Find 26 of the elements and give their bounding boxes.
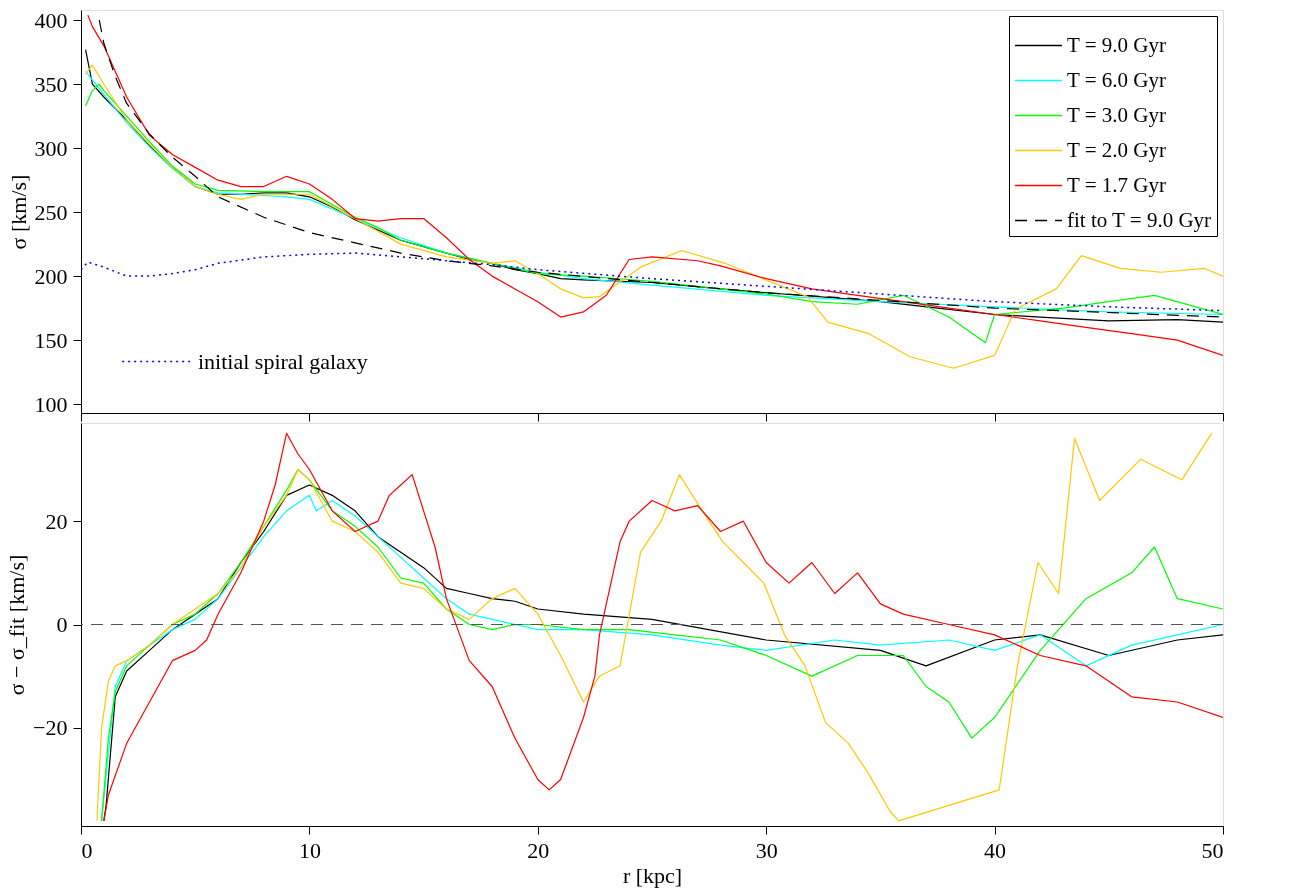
legend-label: T = 2.0 Gyr bbox=[1067, 137, 1166, 162]
y-tick-label: 400 bbox=[34, 7, 68, 33]
x-tick-label: 40 bbox=[984, 837, 1007, 863]
legend-label: T = 1.7 Gyr bbox=[1067, 172, 1166, 197]
y-axis-title: σ − σ_fit [km/s] bbox=[4, 554, 30, 696]
legend-label: initial spiral galaxy bbox=[198, 348, 368, 374]
y-tick-label: 0 bbox=[56, 612, 68, 637]
y-tick-label: 200 bbox=[34, 263, 68, 289]
legend-label: fit to T = 9.0 Gyr bbox=[1067, 207, 1212, 232]
x-tick-label: 30 bbox=[755, 837, 778, 863]
legend-label: T = 3.0 Gyr bbox=[1067, 102, 1166, 127]
y-tick-label: 150 bbox=[34, 327, 68, 353]
legend-label: T = 9.0 Gyr bbox=[1067, 32, 1166, 57]
y-tick-label: 100 bbox=[34, 391, 68, 417]
x-tick-label: 50 bbox=[1201, 837, 1224, 863]
x-tick-label: 0 bbox=[81, 837, 93, 863]
y-tick-label: −20 bbox=[33, 715, 68, 741]
y-tick-label: 350 bbox=[34, 71, 68, 97]
y-tick-label: 250 bbox=[34, 199, 68, 225]
x-axis-title: r [kpc] bbox=[622, 862, 683, 888]
y-axis-title: σ [km/s] bbox=[5, 174, 31, 250]
x-tick-label: 20 bbox=[527, 837, 550, 863]
y-tick-label: 300 bbox=[34, 135, 68, 161]
y-tick-label: 20 bbox=[45, 508, 68, 534]
x-tick-label: 10 bbox=[298, 837, 321, 863]
legend-label: T = 6.0 Gyr bbox=[1067, 67, 1166, 92]
